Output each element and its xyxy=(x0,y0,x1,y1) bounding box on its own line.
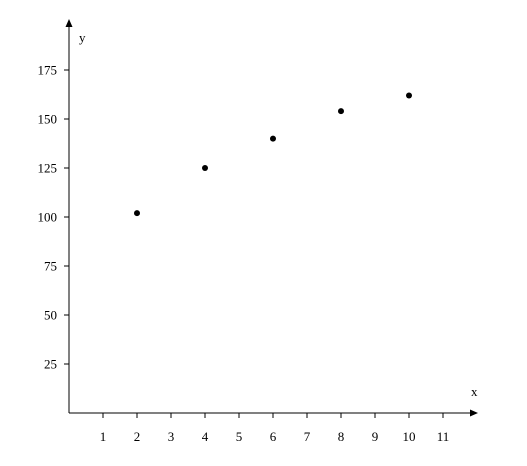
x-tick-label: 11 xyxy=(437,429,450,444)
x-tick-label: 2 xyxy=(134,429,141,444)
y-tick-label: 125 xyxy=(38,161,58,176)
data-point xyxy=(134,210,140,217)
x-axis-label: x xyxy=(471,384,478,399)
y-tick-label: 75 xyxy=(44,259,57,274)
y-axis-arrow xyxy=(65,19,73,27)
x-tick-label: 5 xyxy=(236,429,243,444)
y-tick-label: 175 xyxy=(38,63,58,78)
y-tick-label: 25 xyxy=(44,357,57,372)
x-ticks: 1 2 3 4 5 6 7 8 9 10 11 xyxy=(100,413,450,444)
data-point xyxy=(202,165,208,171)
x-tick-label: 1 xyxy=(100,429,107,444)
y-tick-label: 100 xyxy=(38,210,58,225)
x-tick-label: 3 xyxy=(168,429,175,444)
axes: x y xyxy=(65,19,478,417)
data-point xyxy=(406,92,412,99)
y-tick-label: 50 xyxy=(44,308,57,323)
y-ticks: 25 50 75 100 125 150 175 xyxy=(38,63,69,372)
y-axis-label: y xyxy=(79,30,86,45)
x-tick-label: 8 xyxy=(338,429,345,444)
x-tick-label: 4 xyxy=(202,429,209,444)
x-tick-label: 7 xyxy=(304,429,311,444)
data-points xyxy=(134,92,412,217)
x-tick-label: 10 xyxy=(403,429,416,444)
x-tick-label: 9 xyxy=(372,429,379,444)
y-tick-label: 150 xyxy=(38,112,58,127)
x-tick-label: 6 xyxy=(270,429,277,444)
data-point xyxy=(270,135,276,142)
data-point xyxy=(338,108,344,115)
x-axis-arrow xyxy=(470,409,478,417)
